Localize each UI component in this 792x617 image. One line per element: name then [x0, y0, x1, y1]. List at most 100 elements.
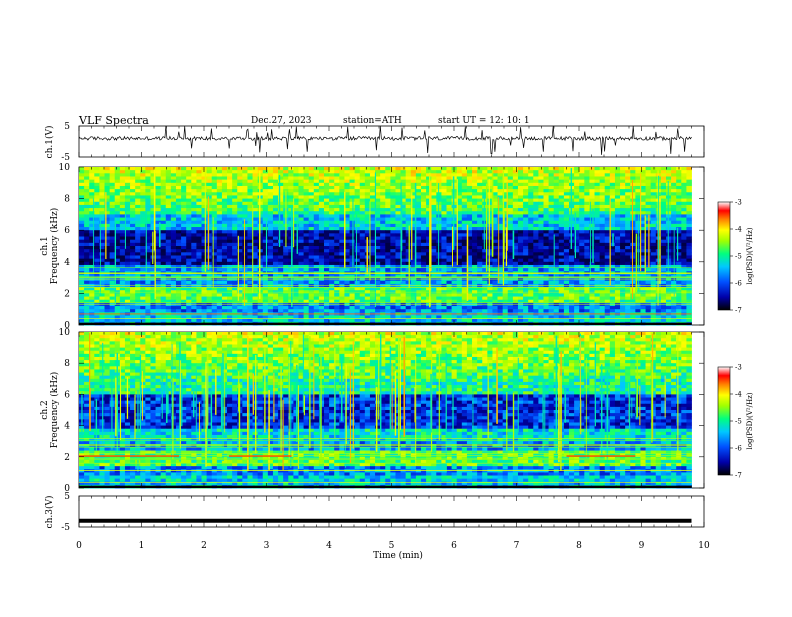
spectrogram-cell [196, 205, 202, 209]
spectrogram-cell [528, 281, 534, 285]
spectrogram-cell [324, 208, 330, 212]
spectrogram-cell [324, 214, 330, 218]
spectrogram-cell [115, 180, 121, 184]
spectrogram-cell [273, 170, 279, 174]
spectrogram-cell [89, 265, 95, 269]
spectrogram-cell [416, 214, 422, 218]
spectrogram-cell [605, 259, 611, 263]
spectrogram-cell [477, 183, 483, 187]
spectrogram-cell [217, 208, 223, 212]
spectrogram-cell [441, 265, 447, 269]
spectrogram-cell [564, 195, 570, 199]
spectrogram-cell [661, 240, 667, 244]
spectrogram-cell [676, 180, 682, 184]
spectrogram-cell [79, 233, 85, 237]
spectrogram-cell [630, 221, 636, 225]
spectrogram-cell [140, 186, 146, 190]
spectrogram-cell [227, 262, 233, 266]
spectrogram-cell [145, 195, 151, 199]
spectrogram-cell [145, 167, 151, 171]
spectrogram-cell [242, 268, 248, 272]
spectrogram-cell [263, 192, 269, 196]
spectrogram-cell [329, 293, 335, 297]
spectrogram-cell [176, 246, 182, 250]
spectrogram-cell [324, 262, 330, 266]
spectrogram-cell [625, 202, 631, 206]
spectrogram-cell [370, 167, 376, 171]
spectrogram-cell [630, 255, 636, 259]
spectrogram-cell [242, 265, 248, 269]
spectrogram-cell [99, 195, 105, 199]
spectrogram-cell [406, 249, 412, 253]
spectrogram-cell [125, 183, 131, 187]
spectrogram-cell [559, 243, 565, 247]
spectrogram-cell [191, 237, 197, 241]
spectrogram-cell [350, 170, 356, 174]
ch1-voltage-panel: 5 -5 ch.1(V) [44, 122, 704, 163]
spectrogram-cell [212, 202, 218, 206]
spectrogram-cell [176, 208, 182, 212]
spectrogram-cell [324, 224, 330, 228]
spectrogram-cell [431, 189, 437, 193]
spectrogram-cell [447, 205, 453, 209]
spectrogram-cell [447, 202, 453, 206]
spectrogram-cell [242, 252, 248, 256]
spectrogram-cell [411, 167, 417, 171]
spectrogram-cell [115, 199, 121, 203]
spectrogram-cell [268, 249, 274, 253]
spectrogram-cell [477, 192, 483, 196]
spectrogram-cell [247, 224, 253, 228]
spectrogram-cell [110, 255, 116, 259]
spectrogram-cell [564, 227, 570, 231]
spectrogram-cell [380, 208, 386, 212]
spectrogram-cell [421, 186, 427, 190]
spectrogram-cell [533, 183, 539, 187]
spectrogram-cell [319, 218, 325, 222]
spectrogram-cell [268, 246, 274, 250]
spectrogram-cell [579, 221, 585, 225]
spectrogram-cell [125, 180, 131, 184]
spectrogram-cell [615, 221, 621, 225]
spectrogram-cell [207, 195, 213, 199]
spectrogram-cell [181, 224, 187, 228]
spectrogram-cell [115, 202, 121, 206]
spectrogram-cell [528, 202, 534, 206]
spectrogram-cell [247, 167, 253, 171]
spectrogram-cell [84, 246, 90, 250]
spectrogram-cell [441, 252, 447, 256]
spectrogram-cell [625, 230, 631, 234]
spectrogram-cell [120, 214, 126, 218]
spectrogram-cell [605, 249, 611, 253]
spectrogram-cell [681, 218, 687, 222]
spectrogram-cell [84, 211, 90, 215]
spectrogram-cell [533, 211, 539, 215]
spectrogram-cell [492, 293, 498, 297]
spectrogram-cell [217, 186, 223, 190]
spectrogram-cell [477, 281, 483, 285]
spectrogram-cell [217, 252, 223, 256]
spectrogram-cell [661, 208, 667, 212]
spectrogram-cell [549, 211, 555, 215]
spectrogram-cell [508, 240, 514, 244]
spectrogram-cell [666, 195, 672, 199]
spectrogram-cell [569, 281, 575, 285]
spectrogram-cell [273, 252, 279, 256]
spectrogram-cell [196, 233, 202, 237]
spectrogram-cell [166, 293, 172, 297]
spectrogram-cell [441, 221, 447, 225]
spectrogram-cell [513, 221, 519, 225]
spectrogram-cell [462, 255, 468, 259]
spectrogram-cell [212, 252, 218, 256]
spectrogram-cell [380, 224, 386, 228]
spectrogram-cell [355, 221, 361, 225]
spectrogram-cell [589, 170, 595, 174]
spectrogram-cell [156, 183, 162, 187]
spectrogram-cell [355, 252, 361, 256]
spectrogram-cell [130, 173, 136, 177]
spectrogram-cell [298, 202, 304, 206]
spectrogram-cell [298, 173, 304, 177]
spectrogram-cell [421, 195, 427, 199]
spectrogram-cell [161, 233, 167, 237]
spectrogram-cell [79, 208, 85, 212]
spectrogram-cell [247, 259, 253, 263]
